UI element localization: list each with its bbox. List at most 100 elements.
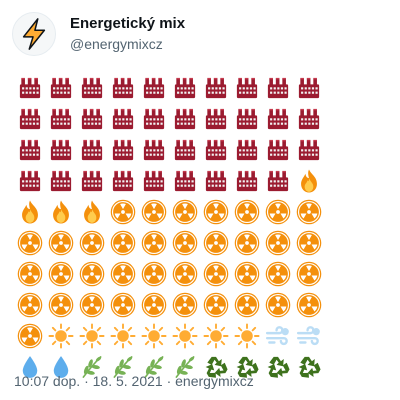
radioactive-icon <box>79 230 104 255</box>
grid-cell <box>262 351 293 382</box>
grid-cell <box>14 72 45 103</box>
radioactive-icon <box>265 261 290 286</box>
grid-cell <box>14 134 45 165</box>
factory-icon <box>205 170 226 191</box>
grid-cell <box>293 351 324 382</box>
grid-cell <box>45 320 76 351</box>
grid-cell <box>200 72 231 103</box>
grid-cell <box>107 196 138 227</box>
radioactive-icon <box>17 323 42 348</box>
droplet-icon <box>22 355 37 378</box>
factory-icon <box>112 108 133 129</box>
radioactive-icon <box>48 261 73 286</box>
grid-cell <box>200 196 231 227</box>
account-handle[interactable]: @energymixcz <box>70 36 163 52</box>
radioactive-icon <box>110 292 135 317</box>
tweet-header: Energetický mix @energymixcz <box>12 8 388 60</box>
recycle-icon <box>267 356 290 378</box>
factory-icon <box>143 108 164 129</box>
factory-icon <box>298 108 319 129</box>
radioactive-icon <box>141 261 166 286</box>
display-name[interactable]: Energetický mix <box>70 15 186 32</box>
recycle-icon <box>205 356 228 378</box>
grid-cell <box>45 227 76 258</box>
grid-cell <box>138 289 169 320</box>
grid-cell <box>14 227 45 258</box>
herb-icon <box>175 355 194 378</box>
grid-cell <box>169 165 200 196</box>
grid-cell <box>14 103 45 134</box>
factory-icon <box>236 139 257 160</box>
herb-icon <box>82 355 101 378</box>
grid-cell <box>138 103 169 134</box>
grid-cell <box>262 165 293 196</box>
factory-icon <box>50 170 71 191</box>
radioactive-icon <box>17 261 42 286</box>
grid-cell <box>107 320 138 351</box>
grid-cell <box>200 103 231 134</box>
grid-cell <box>293 258 324 289</box>
radioactive-icon <box>234 292 259 317</box>
grid-cell <box>231 351 262 382</box>
grid-cell <box>231 227 262 258</box>
grid-cell <box>231 72 262 103</box>
factory-icon <box>236 170 257 191</box>
radioactive-icon <box>265 292 290 317</box>
high-voltage-icon <box>22 18 46 50</box>
factory-icon <box>81 77 102 98</box>
radioactive-icon <box>234 261 259 286</box>
grid-cell <box>107 258 138 289</box>
grid-cell <box>231 165 262 196</box>
wind-icon <box>265 325 289 345</box>
sun-icon <box>48 323 73 348</box>
grid-cell <box>138 165 169 196</box>
radioactive-icon <box>110 261 135 286</box>
grid-cell <box>200 258 231 289</box>
grid-cell <box>169 320 200 351</box>
radioactive-icon <box>79 292 104 317</box>
grid-cell <box>231 196 262 227</box>
factory-icon <box>81 139 102 160</box>
grid-cell <box>138 258 169 289</box>
grid-cell <box>293 196 324 227</box>
grid-cell <box>169 258 200 289</box>
tweet-date[interactable]: 18. 5. 2021 <box>92 373 163 389</box>
grid-cell <box>14 351 45 382</box>
herb-icon <box>144 355 163 378</box>
grid-cell <box>293 134 324 165</box>
radioactive-icon <box>203 292 228 317</box>
grid-cell <box>231 134 262 165</box>
grid-cell <box>76 134 107 165</box>
avatar[interactable] <box>12 12 56 56</box>
grid-cell <box>200 227 231 258</box>
grid-cell <box>169 72 200 103</box>
tweet-metadata: 10:07 dop. · 18. 5. 2021 · energymixcz <box>14 372 254 390</box>
radioactive-icon <box>265 199 290 224</box>
factory-icon <box>112 139 133 160</box>
grid-cell <box>169 103 200 134</box>
sun-icon <box>234 323 259 348</box>
grid-cell <box>76 103 107 134</box>
grid-cell <box>138 196 169 227</box>
grid-cell <box>231 103 262 134</box>
grid-cell <box>45 351 76 382</box>
factory-icon <box>81 170 102 191</box>
grid-cell <box>262 196 293 227</box>
factory-icon <box>267 108 288 129</box>
grid-cell <box>169 289 200 320</box>
grid-cell <box>45 196 76 227</box>
wind-icon <box>296 325 320 345</box>
tweet-source[interactable]: energymixcz <box>175 373 254 389</box>
factory-icon <box>143 139 164 160</box>
factory-icon <box>19 108 40 129</box>
grid-cell <box>293 165 324 196</box>
factory-icon <box>267 170 288 191</box>
grid-cell <box>45 103 76 134</box>
factory-icon <box>205 77 226 98</box>
grid-cell <box>107 72 138 103</box>
grid-cell <box>262 289 293 320</box>
grid-cell <box>169 134 200 165</box>
grid-cell <box>107 134 138 165</box>
tweet-timestamp[interactable]: 10:07 dop. <box>14 373 81 389</box>
radioactive-icon <box>141 292 166 317</box>
